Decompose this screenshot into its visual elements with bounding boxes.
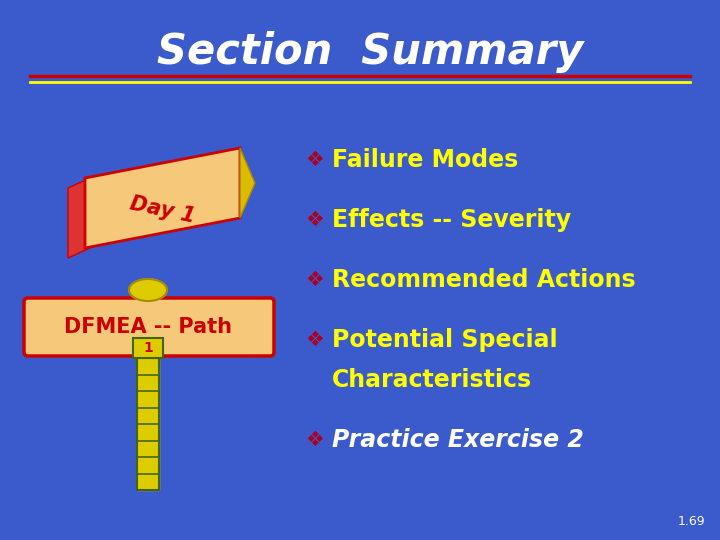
Text: Effects -- Severity: Effects -- Severity xyxy=(332,208,571,232)
Text: Practice Exercise 2: Practice Exercise 2 xyxy=(332,428,584,452)
Text: ❖: ❖ xyxy=(305,150,325,170)
Text: ❖: ❖ xyxy=(305,270,325,290)
Polygon shape xyxy=(68,178,90,258)
Polygon shape xyxy=(85,148,240,248)
Text: Section  Summary: Section Summary xyxy=(157,31,583,73)
Text: ❖: ❖ xyxy=(305,330,325,350)
FancyBboxPatch shape xyxy=(24,298,274,356)
Text: 1: 1 xyxy=(143,341,153,355)
Ellipse shape xyxy=(129,279,167,301)
Text: ❖: ❖ xyxy=(305,210,325,230)
Text: Potential Special: Potential Special xyxy=(332,328,557,352)
Text: Recommended Actions: Recommended Actions xyxy=(332,268,636,292)
Text: Day 1: Day 1 xyxy=(127,193,197,227)
Text: 1.69: 1.69 xyxy=(678,515,705,528)
Text: DFMEA -- Path: DFMEA -- Path xyxy=(64,317,232,337)
Text: ❖: ❖ xyxy=(305,430,325,450)
Bar xyxy=(137,358,159,490)
Bar xyxy=(133,338,163,358)
Text: Characteristics: Characteristics xyxy=(332,368,532,392)
Text: Failure Modes: Failure Modes xyxy=(332,148,518,172)
Polygon shape xyxy=(240,148,255,218)
Bar xyxy=(137,358,159,490)
